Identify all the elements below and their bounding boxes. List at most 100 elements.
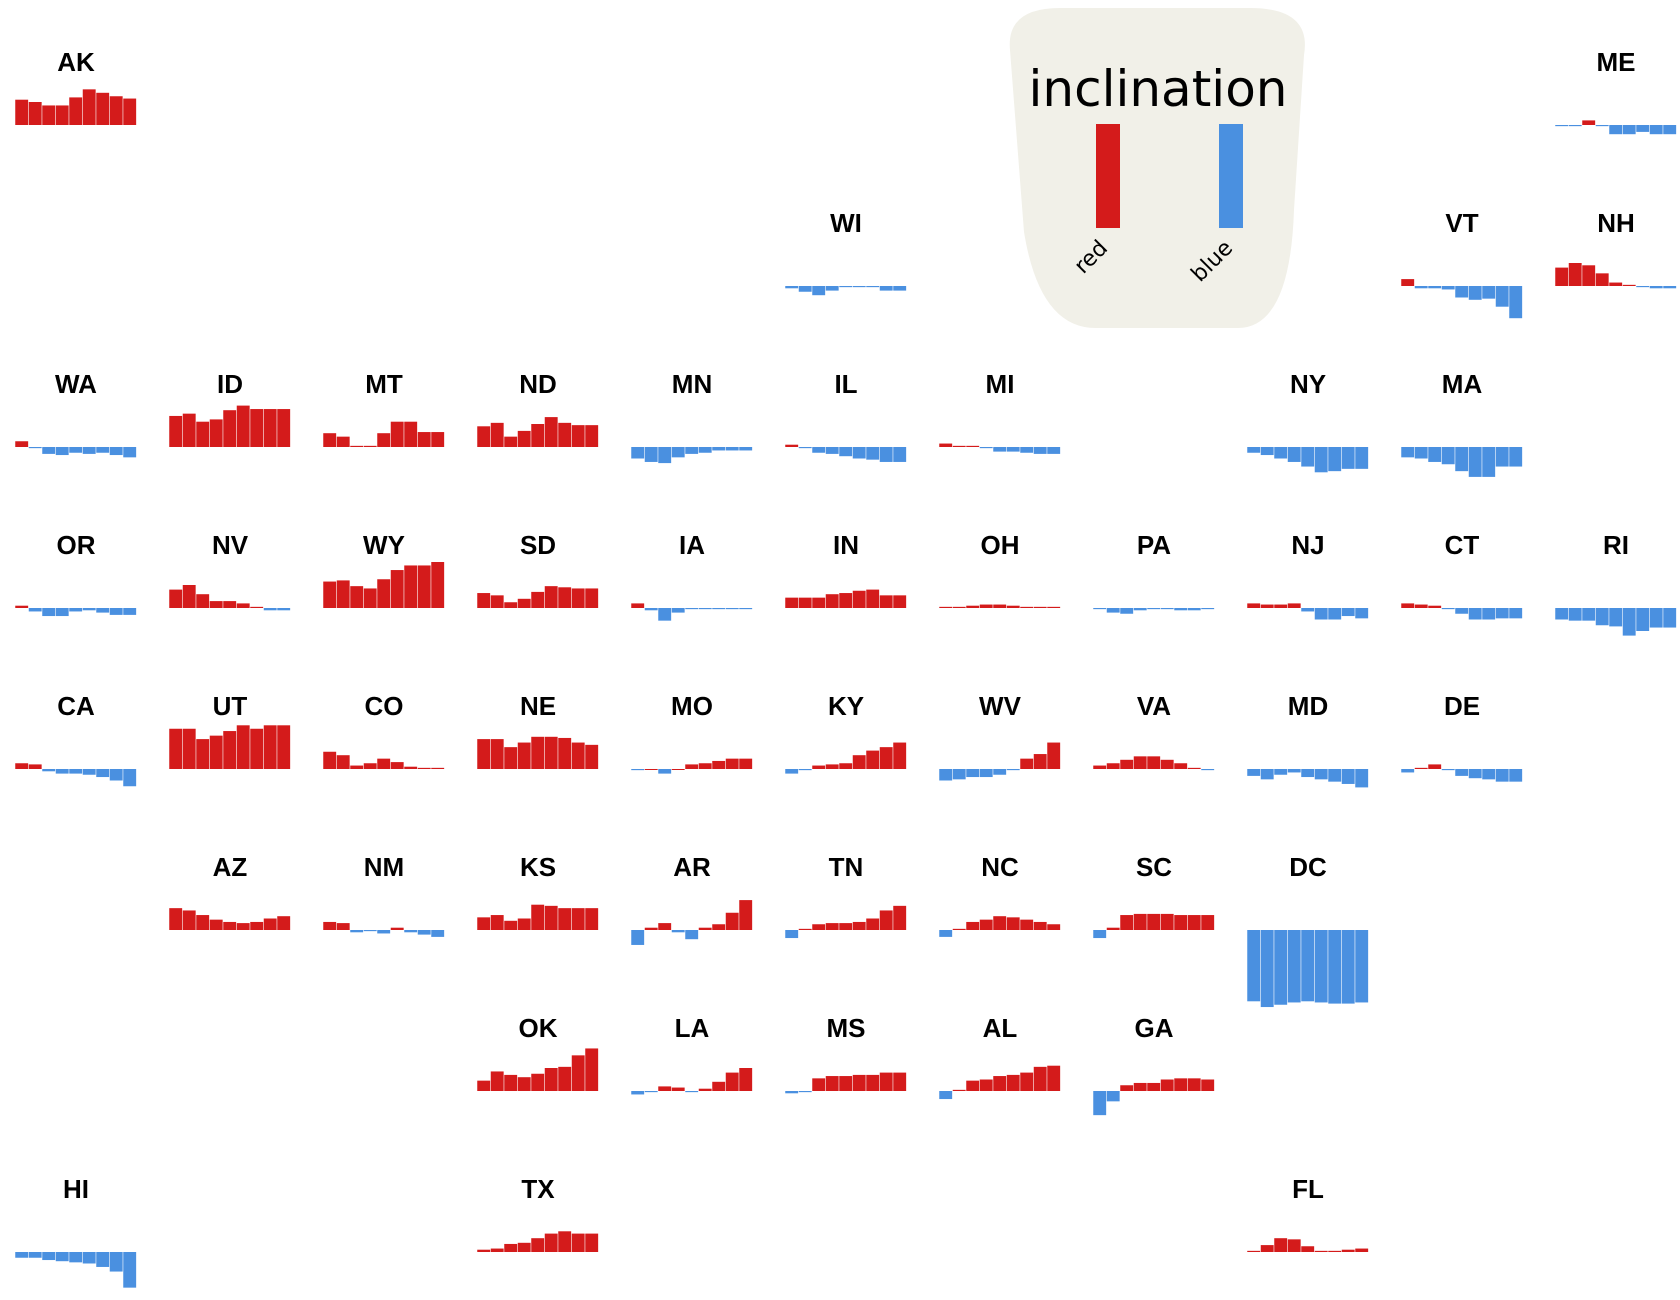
bar — [123, 98, 137, 125]
bar — [785, 286, 799, 289]
bar — [1455, 608, 1469, 614]
bar — [571, 1233, 585, 1252]
bar — [866, 589, 880, 608]
bar — [490, 1248, 504, 1252]
bar — [431, 767, 445, 769]
state-tile-tn: TN — [785, 852, 907, 939]
bar — [644, 447, 658, 462]
bar — [1328, 1250, 1342, 1252]
bar — [1509, 608, 1523, 619]
bar — [1595, 608, 1609, 626]
bar — [1020, 447, 1034, 453]
state-label: OK — [519, 1013, 558, 1043]
state-tile-az: AZ — [169, 852, 291, 930]
bar — [123, 1252, 137, 1288]
bar — [839, 1076, 853, 1091]
state-tile-me: ME — [1555, 47, 1677, 135]
bar — [1401, 447, 1415, 458]
bar — [1341, 769, 1355, 784]
bar — [490, 422, 504, 447]
bar — [1033, 447, 1047, 454]
state-tile-dc: DC — [1247, 852, 1369, 1008]
bar — [671, 1087, 685, 1091]
state-label: WI — [830, 208, 862, 238]
bar — [223, 601, 237, 608]
bar — [1020, 1072, 1034, 1091]
bar — [1174, 608, 1188, 611]
bar — [517, 1077, 531, 1091]
bar — [1468, 286, 1482, 300]
bar — [431, 432, 445, 447]
bar — [1187, 767, 1201, 769]
bar — [1160, 608, 1174, 610]
bar — [1006, 769, 1020, 771]
state-tile-sd: SD — [477, 530, 599, 608]
bar — [631, 447, 645, 459]
bar — [1401, 603, 1415, 608]
state-label: MN — [672, 369, 712, 399]
bar — [1006, 917, 1020, 930]
bar — [1106, 608, 1120, 613]
bar — [390, 570, 404, 608]
bar — [182, 728, 196, 769]
bar — [1495, 286, 1509, 307]
bar — [852, 286, 866, 288]
bar — [42, 608, 56, 617]
bar — [993, 604, 1007, 608]
bar — [571, 588, 585, 608]
bar — [893, 905, 907, 930]
bar — [15, 605, 29, 608]
bar — [685, 764, 699, 769]
bar — [377, 758, 391, 769]
bar — [725, 1072, 739, 1091]
bar — [1314, 930, 1328, 1003]
bar — [879, 286, 893, 291]
bar — [966, 769, 980, 778]
bar — [350, 445, 364, 447]
bar — [1609, 282, 1623, 286]
bar — [504, 602, 518, 608]
bar — [798, 928, 812, 930]
bar — [893, 1072, 907, 1091]
state-tile-fl: FL — [1247, 1174, 1369, 1252]
bar — [1201, 769, 1215, 771]
state-tile-ca: CA — [15, 691, 137, 787]
bar — [323, 581, 337, 608]
bar — [323, 751, 337, 769]
bar — [1106, 1091, 1120, 1102]
bar — [55, 447, 69, 456]
bar — [263, 409, 277, 447]
bar — [852, 755, 866, 769]
bar — [1649, 125, 1663, 135]
bar — [644, 927, 658, 930]
state-label: AR — [673, 852, 711, 882]
bar — [82, 447, 96, 454]
bar — [42, 769, 56, 772]
bar — [336, 923, 350, 930]
state-label: NC — [981, 852, 1019, 882]
bar — [785, 597, 799, 608]
bar — [1468, 447, 1482, 477]
state-label: WA — [55, 369, 97, 399]
bar — [671, 930, 685, 933]
bar — [504, 1243, 518, 1252]
state-tile-il: IL — [785, 369, 907, 462]
bar — [55, 1252, 69, 1262]
bar — [504, 920, 518, 930]
bar — [979, 604, 993, 608]
state-label: SC — [1136, 852, 1172, 882]
bar — [417, 565, 431, 608]
bar — [558, 422, 572, 447]
bar — [1414, 447, 1428, 459]
bar — [182, 910, 196, 930]
bar — [893, 286, 907, 291]
bar — [169, 728, 183, 769]
bar — [209, 419, 223, 447]
state-tile-va: VA — [1093, 691, 1215, 771]
bar — [15, 1252, 29, 1258]
bar — [1622, 284, 1636, 286]
state-tile-wa: WA — [15, 369, 137, 458]
bar — [336, 436, 350, 447]
bar — [852, 1074, 866, 1091]
